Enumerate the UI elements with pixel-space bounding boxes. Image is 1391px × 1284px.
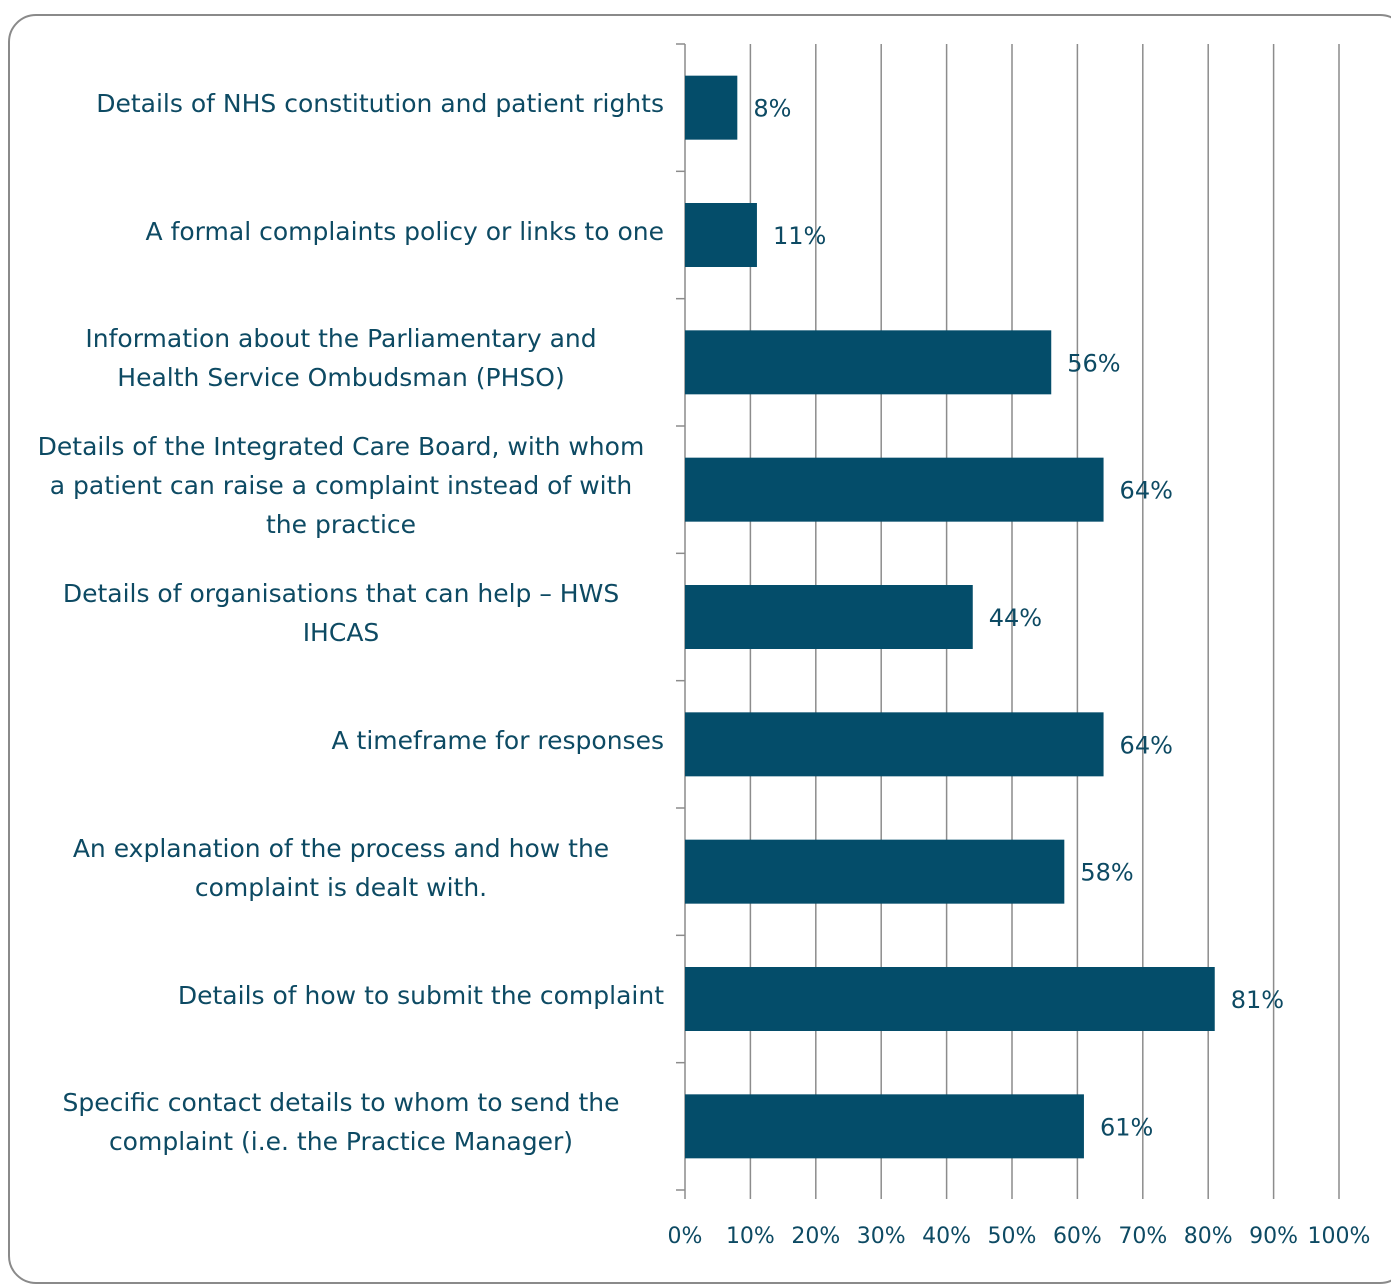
category-label-line: IHCAS	[302, 618, 380, 647]
category-label-line: complaint is dealt with.	[194, 872, 488, 902]
category-label: A formal complaints policy or links to o…	[146, 212, 664, 251]
category-label: A timeframe for responses	[331, 721, 664, 760]
category-label-line: A timeframe for responses	[331, 725, 664, 755]
x-tick-label: 40%	[922, 1224, 971, 1249]
bar	[685, 457, 1104, 522]
data-label: 58%	[1080, 859, 1133, 887]
data-label: 11%	[773, 222, 826, 250]
category-label: Specific contact details to whom to send…	[14, 1083, 668, 1161]
x-tick-label: 70%	[1118, 1224, 1167, 1249]
category-label-line: Specific contact details to whom to send…	[62, 1088, 620, 1118]
category-label-line: Details of the Integrated Care Board, wi…	[37, 432, 645, 462]
bar	[685, 75, 738, 140]
bar	[685, 203, 757, 267]
category-label-line: A formal complaints policy or links to o…	[145, 216, 664, 246]
category-label-line: Health Service Ombudsman (PHSO)	[117, 363, 565, 393]
bar	[685, 1094, 1084, 1159]
bar	[685, 967, 1215, 1031]
category-label-line: a patient can raise a complaint instead …	[49, 471, 633, 501]
category-label-line: the practice	[265, 510, 417, 540]
category-label-line: complaint (i.e. the Practice Manager)	[108, 1127, 574, 1157]
category-label: Details of the Integrated Care Board, wi…	[14, 427, 668, 544]
category-label-line: Details of organisations that can help –…	[62, 579, 620, 608]
category-label: Details of how to submit the complaint	[178, 976, 664, 1015]
data-label: 64%	[1120, 477, 1173, 505]
x-tick-label: 20%	[791, 1224, 840, 1249]
data-label: 56%	[1067, 349, 1120, 377]
category-label-line: An explanation of the process and how th…	[72, 833, 610, 863]
data-label: 81%	[1231, 986, 1284, 1014]
category-label-line: Information about the Parliamentary and	[85, 324, 597, 354]
x-tick-label: 50%	[988, 1224, 1037, 1249]
category-label-line: Details of how to submit the complaint	[177, 980, 664, 1010]
bar	[685, 330, 1052, 395]
category-label: Information about the Parliamentary and H…	[14, 319, 668, 397]
data-label: 8%	[753, 95, 791, 123]
data-label: 44%	[989, 604, 1042, 632]
bar	[685, 585, 973, 649]
x-tick-label: 100%	[1308, 1224, 1371, 1249]
x-tick-label: 0%	[668, 1224, 703, 1249]
bar	[685, 839, 1065, 904]
x-tick-label: 10%	[726, 1224, 775, 1249]
data-label: 64%	[1120, 731, 1173, 759]
x-tick-label: 60%	[1053, 1224, 1102, 1249]
x-tick-label: 90%	[1249, 1224, 1298, 1249]
category-label: Details of NHS constitution and patient …	[96, 84, 664, 123]
x-tick-label: 80%	[1184, 1224, 1233, 1249]
bar	[685, 712, 1104, 777]
category-label: An explanation of the process and how th…	[14, 829, 668, 907]
category-label: Details of organisations that can help –…	[14, 574, 668, 652]
category-label-line: Details of NHS constitution and patient …	[96, 89, 664, 119]
data-label: 61%	[1100, 1113, 1153, 1141]
x-tick-label: 30%	[857, 1224, 906, 1249]
